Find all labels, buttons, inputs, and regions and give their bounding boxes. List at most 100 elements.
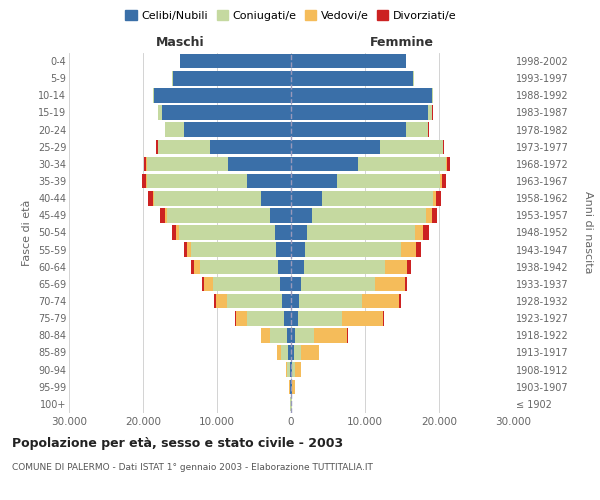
Bar bbox=[202, 276, 205, 291]
Bar bbox=[291, 208, 312, 222]
Bar bbox=[281, 345, 288, 360]
Legend: Celibi/Nubili, Coniugati/e, Vedovi/e, Divorziati/e: Celibi/Nubili, Coniugati/e, Vedovi/e, Di… bbox=[121, 6, 461, 25]
Bar bbox=[236, 311, 247, 326]
Bar bbox=[301, 345, 319, 360]
Bar bbox=[292, 380, 295, 394]
Bar bbox=[290, 380, 291, 394]
Bar bbox=[442, 174, 446, 188]
Bar bbox=[291, 294, 299, 308]
Bar bbox=[406, 122, 428, 137]
Bar bbox=[154, 88, 291, 102]
Text: Femmine: Femmine bbox=[370, 36, 434, 49]
Bar bbox=[291, 311, 298, 326]
Bar bbox=[289, 380, 290, 394]
Bar bbox=[215, 294, 227, 308]
Bar bbox=[191, 260, 194, 274]
Bar bbox=[228, 156, 291, 171]
Y-axis label: Anni di nascita: Anni di nascita bbox=[583, 191, 593, 274]
Bar bbox=[399, 294, 401, 308]
Bar bbox=[431, 88, 433, 102]
Bar bbox=[291, 105, 428, 120]
Bar bbox=[160, 208, 165, 222]
Bar bbox=[158, 105, 161, 120]
Bar bbox=[290, 362, 291, 377]
Bar bbox=[214, 294, 215, 308]
Bar bbox=[291, 156, 358, 171]
Bar bbox=[165, 122, 184, 137]
Bar bbox=[301, 276, 376, 291]
Bar bbox=[292, 362, 295, 377]
Bar bbox=[401, 242, 416, 257]
Bar bbox=[286, 362, 287, 377]
Bar bbox=[380, 140, 443, 154]
Bar bbox=[287, 328, 291, 342]
Bar bbox=[227, 294, 282, 308]
Bar bbox=[172, 225, 176, 240]
Bar bbox=[158, 140, 209, 154]
Bar bbox=[176, 225, 179, 240]
Bar bbox=[291, 328, 295, 342]
Bar bbox=[424, 225, 428, 240]
Bar bbox=[407, 260, 410, 274]
Bar bbox=[280, 276, 291, 291]
Bar bbox=[291, 225, 307, 240]
Bar bbox=[173, 71, 291, 86]
Bar bbox=[307, 225, 415, 240]
Bar bbox=[184, 242, 187, 257]
Bar bbox=[156, 140, 158, 154]
Text: Popolazione per età, sesso e stato civile - 2003: Popolazione per età, sesso e stato civil… bbox=[12, 438, 343, 450]
Bar bbox=[270, 208, 291, 222]
Bar bbox=[291, 71, 413, 86]
Bar bbox=[262, 191, 291, 206]
Bar bbox=[291, 54, 406, 68]
Bar bbox=[167, 208, 270, 222]
Bar bbox=[433, 191, 436, 206]
Bar bbox=[143, 156, 146, 171]
Bar bbox=[337, 174, 440, 188]
Bar bbox=[436, 191, 441, 206]
Bar bbox=[295, 328, 314, 342]
Bar bbox=[383, 311, 384, 326]
Bar bbox=[213, 276, 280, 291]
Bar bbox=[312, 208, 427, 222]
Bar bbox=[287, 362, 290, 377]
Bar bbox=[291, 88, 431, 102]
Bar bbox=[431, 208, 437, 222]
Bar bbox=[305, 242, 401, 257]
Text: Maschi: Maschi bbox=[155, 36, 205, 49]
Bar bbox=[235, 311, 236, 326]
Bar bbox=[200, 260, 278, 274]
Bar bbox=[295, 362, 301, 377]
Bar bbox=[262, 328, 270, 342]
Bar bbox=[205, 276, 214, 291]
Bar bbox=[278, 260, 291, 274]
Text: COMUNE DI PALERMO - Dati ISTAT 1° gennaio 2003 - Elaborazione TUTTITALIA.IT: COMUNE DI PALERMO - Dati ISTAT 1° gennai… bbox=[12, 462, 373, 471]
Bar bbox=[161, 105, 291, 120]
Bar bbox=[165, 208, 167, 222]
Bar bbox=[294, 345, 301, 360]
Bar bbox=[291, 174, 337, 188]
Bar bbox=[284, 311, 291, 326]
Bar bbox=[291, 191, 322, 206]
Bar bbox=[270, 328, 287, 342]
Bar bbox=[291, 345, 294, 360]
Bar bbox=[194, 260, 200, 274]
Bar bbox=[277, 345, 281, 360]
Bar bbox=[184, 122, 291, 137]
Bar bbox=[209, 140, 291, 154]
Bar bbox=[291, 380, 292, 394]
Bar bbox=[142, 174, 146, 188]
Bar bbox=[415, 225, 424, 240]
Bar bbox=[428, 105, 433, 120]
Bar bbox=[443, 140, 445, 154]
Bar bbox=[291, 242, 305, 257]
Bar bbox=[322, 191, 433, 206]
Bar bbox=[416, 242, 421, 257]
Bar bbox=[288, 345, 291, 360]
Bar bbox=[291, 276, 301, 291]
Bar bbox=[299, 294, 362, 308]
Bar bbox=[291, 140, 380, 154]
Bar bbox=[146, 156, 228, 171]
Bar bbox=[358, 156, 446, 171]
Bar bbox=[275, 225, 291, 240]
